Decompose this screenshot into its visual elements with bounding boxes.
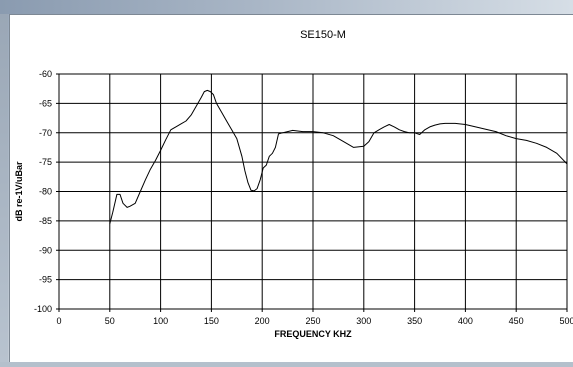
y-tick-label: -70 xyxy=(39,128,52,138)
x-tick-label: 200 xyxy=(255,316,270,326)
y-tick-label: -80 xyxy=(39,187,52,197)
y-tick-label: -90 xyxy=(39,245,52,255)
x-tick-label: 350 xyxy=(407,316,422,326)
x-tick-label: 450 xyxy=(509,316,524,326)
frequency-response-chart: SE150-M 0 50 100 150 200 250 300 350 400 450 500 -… xyxy=(14,29,573,339)
x-tick-label: 100 xyxy=(153,316,168,326)
left-strip xyxy=(0,14,8,362)
y-tick-label: -65 xyxy=(39,98,52,108)
y-tick-label: -60 xyxy=(39,69,52,79)
x-tick-label: 50 xyxy=(105,316,115,326)
x-tick-label: 300 xyxy=(356,316,371,326)
x-tick-label: 500 xyxy=(559,316,573,326)
chart-area: SE150-M 0 50 100 150 200 250 300 350 400 450 500 -… xyxy=(9,14,573,362)
y-tick-label: -85 xyxy=(39,216,52,226)
series-group xyxy=(109,89,568,224)
y-tick-label: -75 xyxy=(39,157,52,167)
x-tick-label: 0 xyxy=(56,316,61,326)
top-strip xyxy=(0,0,573,14)
x-axis-label: FREQUENCY KHZ xyxy=(274,329,352,339)
y-axis-label: dB re-1V/uBar xyxy=(14,161,24,222)
y-tick-label: -100 xyxy=(34,304,52,314)
series-line xyxy=(109,89,568,224)
x-tick-label: 250 xyxy=(305,316,320,326)
x-tick-label: 150 xyxy=(204,316,219,326)
x-tick-labels: 0 50 100 150 200 250 300 350 400 450 500 xyxy=(56,316,573,326)
x-tick-label: 400 xyxy=(458,316,473,326)
chart-title: SE150-M xyxy=(300,29,346,41)
grid xyxy=(56,73,568,312)
y-tick-label: -95 xyxy=(39,275,52,285)
y-tick-labels: -60 -65 -70 -75 -80 -85 -90 -95 -100 xyxy=(34,69,52,314)
